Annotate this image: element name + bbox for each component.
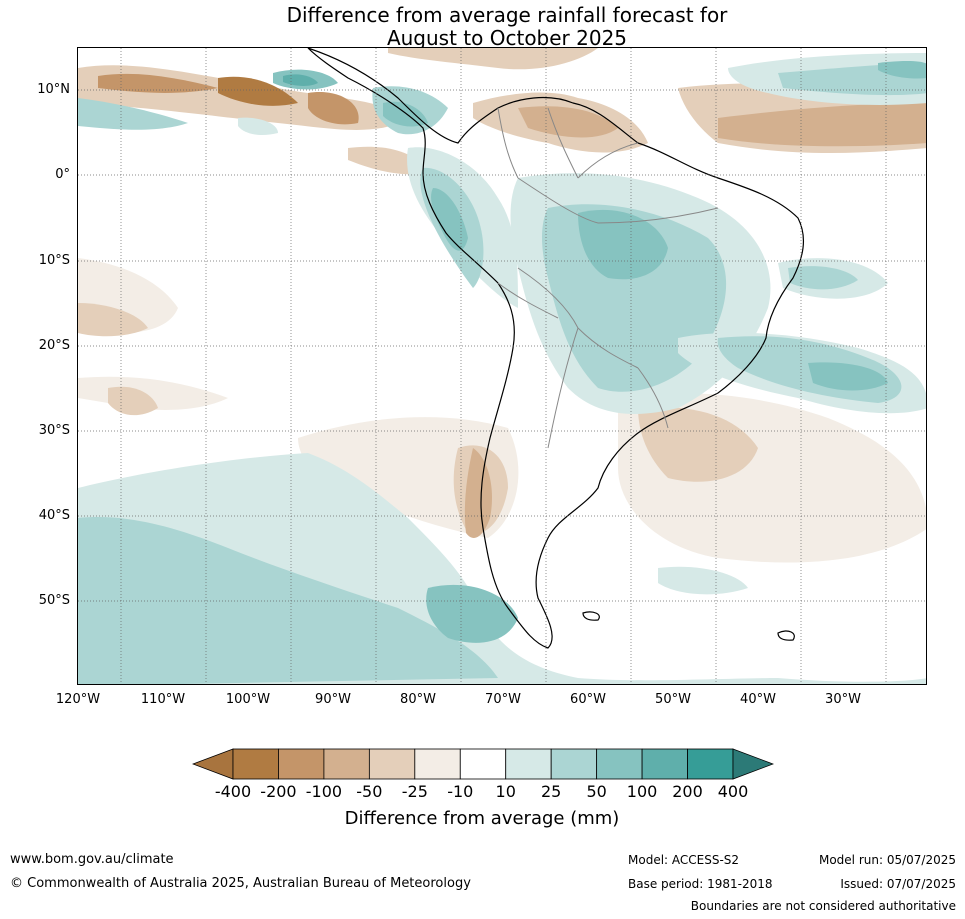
lat-label-50s: 50°S — [38, 593, 70, 608]
rainfall-map — [77, 47, 927, 685]
lon-label-80w: 80°W — [400, 692, 436, 707]
coastlines — [307, 48, 804, 649]
colorbar-tick-label: 200 — [672, 782, 703, 801]
colorbar-cell — [459, 748, 507, 780]
colorbar-tick-label: 25 — [540, 782, 562, 801]
colorbar-tick-label: -100 — [305, 782, 343, 801]
colorbar-tick-label: 50 — [586, 782, 607, 801]
wetter-patches — [78, 53, 926, 684]
colorbar-cell — [323, 748, 370, 780]
map-canvas — [78, 48, 926, 684]
lat-label-30s: 30°S — [38, 423, 70, 438]
lon-label-120w: 120°W — [55, 692, 101, 707]
footer-base-period: Base period: 1981-2018 — [628, 877, 773, 891]
lat-label-20s: 20°S — [38, 338, 70, 353]
footer-model-run: Model run: 05/07/2025 — [818, 853, 956, 867]
colorbar-cell — [278, 748, 325, 780]
colorbar-cells — [232, 748, 734, 780]
colorbar-tick-label: -10 — [447, 782, 474, 801]
colorbar-cell — [550, 748, 598, 780]
lat-label-40s: 40°S — [38, 508, 70, 523]
footer-model: Model: ACCESS-S2 — [628, 853, 740, 867]
colorbar-cell — [596, 748, 643, 780]
title-line-1: Difference from average rainfall forecas… — [286, 3, 728, 27]
colorbar-tick-label: -25 — [401, 782, 428, 801]
colorbar-tick-label: 400 — [717, 782, 749, 801]
colorbar-tick-label: -200 — [260, 782, 297, 801]
lat-label-0: 0° — [55, 167, 70, 182]
colorbar-cell — [232, 748, 279, 780]
lon-label-40w: 40°W — [740, 692, 776, 707]
colorbar-label: Difference from average (mm) — [344, 808, 620, 829]
country-borders — [497, 107, 719, 449]
footer-issued: Issued: 07/07/2025 — [840, 877, 956, 891]
colorbar-cell — [641, 748, 688, 780]
colorbar-cell — [505, 748, 552, 780]
footer-copyright: © Commonwealth of Australia 2025, Austra… — [10, 876, 471, 891]
colorbar-right-arrow — [732, 748, 774, 780]
graticule — [78, 48, 926, 684]
lon-label-90w: 90°W — [315, 692, 351, 707]
lon-label-110w: 110°W — [140, 692, 186, 707]
drier-patches — [78, 48, 926, 563]
colorbar — [192, 748, 774, 780]
lon-label-100w: 100°W — [225, 692, 271, 707]
lat-label-10n: 10°N — [37, 82, 70, 97]
colorbar-cell — [368, 748, 416, 780]
colorbar-cell — [414, 748, 461, 780]
colorbar-tick-label: -50 — [356, 782, 383, 801]
colorbar-cell — [687, 748, 734, 780]
colorbar-tick-label: 10 — [495, 782, 516, 801]
colorbar-tick-label: -400 — [214, 782, 252, 801]
colorbar-tick-label: 100 — [626, 782, 658, 801]
footer-disclaimer: Boundaries are not considered authoritat… — [690, 899, 956, 913]
lon-label-70w: 70°W — [485, 692, 521, 707]
lat-label-10s: 10°S — [38, 253, 70, 268]
title-line-2: August to October 2025 — [386, 26, 628, 50]
lon-label-60w: 60°W — [570, 692, 606, 707]
map-title: Difference from average rainfall forecas… — [0, 4, 965, 50]
lon-label-30w: 30°W — [825, 692, 861, 707]
lon-label-50w: 50°W — [655, 692, 691, 707]
colorbar-left-arrow — [192, 748, 234, 780]
footer-website[interactable]: www.bom.gov.au/climate — [10, 852, 174, 867]
